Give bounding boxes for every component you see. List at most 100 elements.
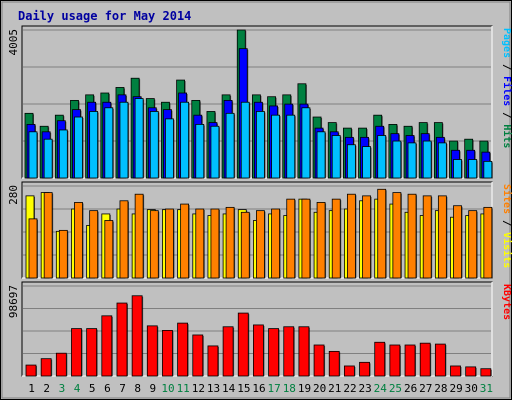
bar-sites-day-8	[134, 193, 144, 279]
x-tick-label: 29	[449, 382, 462, 395]
bar-sites-day-22	[346, 193, 356, 279]
bar-pages-day-24	[377, 135, 387, 179]
bar-pages-day-16	[256, 111, 265, 179]
bar-kbytes-day-8	[131, 295, 143, 377]
x-tick-label: 23	[359, 382, 372, 395]
x-tick-label: 15	[237, 382, 250, 395]
bar-pages-day-19	[301, 107, 311, 179]
bar-sites-day-5	[89, 210, 99, 279]
bar-pages-day-26	[407, 142, 417, 179]
x-tick-label: 25	[389, 382, 402, 395]
bar-sites-day-17	[271, 208, 280, 279]
bar-sites-day-28	[437, 195, 447, 279]
bar-sites-day-23	[362, 195, 371, 279]
bar-pages-day-13	[210, 125, 220, 179]
bar-kbytes-day-13	[207, 345, 219, 377]
y-max-label: 280	[7, 185, 20, 205]
bar-sites-day-26	[407, 193, 417, 279]
bar-pages-day-29	[453, 159, 462, 179]
x-tick-label: 12	[192, 382, 205, 395]
legend-part: Visits	[501, 232, 512, 268]
bar-kbytes-day-18	[283, 326, 295, 377]
bar-sites-day-24	[377, 188, 387, 279]
bar-pages-day-10	[165, 118, 174, 179]
panel-kbytes: 98697 KBytes	[7, 281, 512, 377]
x-tick-label: 24	[374, 382, 388, 395]
x-tick-label: 18	[283, 382, 296, 395]
x-tick-label: 17	[268, 382, 281, 395]
legend-part: Pages	[501, 28, 512, 58]
bar-kbytes-day-22	[343, 365, 355, 377]
panel-legend-label: Sites / Visits	[501, 184, 512, 268]
bar-sites-day-14	[225, 206, 235, 279]
y-max-label: 4005	[7, 29, 20, 56]
bar-kbytes-day-10	[162, 330, 173, 377]
x-tick-label: 27	[419, 382, 432, 395]
x-tick-label: 13	[207, 382, 220, 395]
legend-part: Files	[501, 76, 512, 106]
bar-kbytes-day-31	[480, 368, 492, 377]
chart-panels: 4005 Pages / Files / Hits 280 Sites / Visit…	[7, 25, 512, 377]
x-tick-label: 30	[465, 382, 478, 395]
bar-kbytes-day-26	[404, 344, 416, 377]
x-tick-label: 6	[104, 382, 111, 395]
bar-sites-day-25	[392, 192, 402, 279]
x-tick-label: 20	[313, 382, 326, 395]
bar-kbytes-day-24	[374, 341, 386, 377]
y-max-label: 98697	[7, 285, 20, 318]
bar-kbytes-day-17	[268, 328, 279, 377]
bar-kbytes-day-27	[419, 342, 431, 377]
legend-part: Hits	[501, 124, 512, 148]
bar-pages-day-23	[362, 146, 371, 179]
x-tick-label: 4	[74, 382, 81, 395]
bar-sites-day-2	[43, 192, 53, 279]
panel-legend-label: Pages / Files / Hits	[501, 28, 512, 148]
bar-kbytes-day-19	[298, 326, 310, 377]
bar-sites-day-30	[468, 210, 478, 279]
bar-pages-day-7	[119, 101, 129, 179]
bar-kbytes-day-23	[359, 361, 370, 377]
x-tick-label: 14	[222, 382, 236, 395]
bar-kbytes-day-25	[389, 344, 401, 377]
bar-kbytes-day-15	[237, 312, 249, 377]
bar-sites-day-18	[286, 198, 296, 279]
bar-sites-day-9	[149, 210, 159, 279]
panel-sites_visits: 280 Sites / Visits	[7, 181, 512, 279]
x-tick-label: 16	[252, 382, 265, 395]
bar-sites-day-4	[74, 202, 83, 279]
x-tick-label: 22	[343, 382, 356, 395]
bar-kbytes-day-3	[55, 352, 67, 377]
bar-kbytes-day-14	[222, 326, 234, 377]
x-tick-label: 5	[89, 382, 96, 395]
bar-kbytes-day-2	[40, 358, 52, 377]
bar-kbytes-day-16	[253, 324, 264, 377]
bar-sites-day-6	[104, 220, 114, 279]
bar-pages-day-11	[180, 101, 190, 179]
bar-kbytes-day-21	[328, 350, 340, 377]
bar-sites-day-31	[483, 206, 493, 279]
bar-kbytes-day-12	[192, 334, 204, 377]
bar-pages-day-14	[225, 112, 235, 179]
bar-pages-day-12	[195, 124, 205, 179]
bar-pages-day-27	[422, 140, 432, 179]
legend-part: KBytes	[501, 284, 512, 320]
bar-pages-day-3	[58, 129, 68, 179]
bar-sites-day-21	[331, 198, 341, 279]
chart-title: Daily usage for May 2014	[18, 9, 191, 23]
bar-pages-day-1	[28, 131, 38, 179]
bar-sites-day-1	[28, 218, 38, 279]
panel-legend-label: KBytes	[501, 284, 512, 320]
bar-pages-day-21	[331, 135, 341, 179]
x-tick-label: 31	[480, 382, 493, 395]
bar-pages-day-18	[286, 114, 296, 179]
bar-sites-day-19	[301, 198, 311, 279]
legend-part: Sites	[501, 184, 512, 214]
bar-kbytes-day-5	[86, 328, 98, 377]
bar-pages-day-8	[134, 98, 144, 179]
x-tick-label: 11	[177, 382, 190, 395]
bar-sites-day-13	[210, 208, 220, 279]
bar-kbytes-day-30	[465, 366, 477, 377]
